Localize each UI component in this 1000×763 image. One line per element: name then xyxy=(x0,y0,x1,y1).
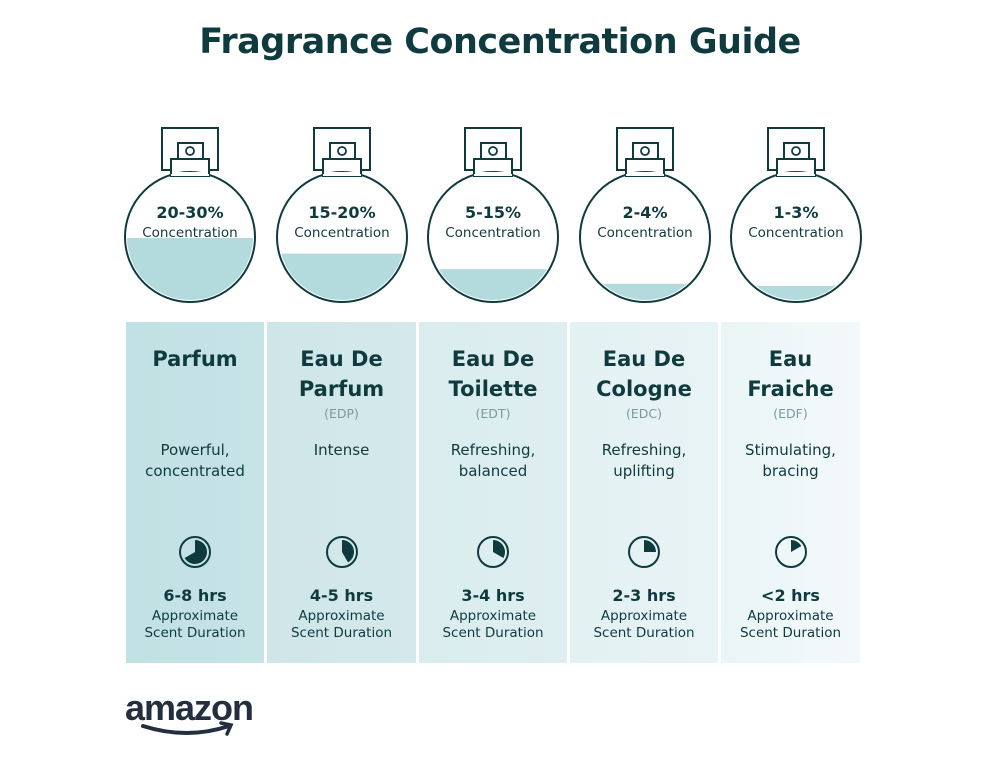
duration-label: Approximate Scent Duration xyxy=(267,608,416,642)
perfume-bottle-icon xyxy=(579,127,711,303)
scent-duration-word: Scent Duration xyxy=(739,625,842,641)
concentration-percent: 2-4% xyxy=(622,203,668,222)
perfume-bottle-icon xyxy=(124,127,256,303)
description: Stimulating, bracing xyxy=(721,440,860,482)
abbreviation: (EDT) xyxy=(475,406,511,421)
desc-line-2: uplifting xyxy=(613,462,675,480)
duration-hours: 6-8 hrs xyxy=(163,586,227,605)
approx-word: Approximate xyxy=(298,608,385,624)
concentration-percent: 5-15% xyxy=(464,203,522,222)
description: Refreshing, uplifting xyxy=(570,440,718,482)
perfume-bottle-icon xyxy=(276,127,408,303)
abbreviation: (EDC) xyxy=(625,406,662,421)
abbreviation: (EDP) xyxy=(324,406,359,421)
liquid-level xyxy=(279,253,405,300)
fragrance-type-panel: Parfum Powerful, concentrated 6-8 hrs App… xyxy=(126,322,264,663)
description: Refreshing, balanced xyxy=(419,440,567,482)
approx-word: Approximate xyxy=(151,608,239,624)
scent-duration-word: Scent Duration xyxy=(442,625,544,641)
desc-line-1: Stimulating, xyxy=(745,441,836,459)
duration-hours: 3-4 hrs xyxy=(461,586,525,605)
abbreviation: (EDF) xyxy=(773,406,808,421)
bottle-4: 1-3% Concentration xyxy=(721,125,871,307)
scent-duration-word: Scent Duration xyxy=(593,625,695,641)
clock-icon xyxy=(325,536,358,568)
name-line-1: Eau xyxy=(768,347,813,371)
concentration-label: Concentration xyxy=(445,225,541,241)
concentration-label: Concentration xyxy=(142,225,238,241)
clock-fill xyxy=(184,540,207,564)
clock-icon xyxy=(179,536,211,568)
desc-line-1: Refreshing, xyxy=(450,441,536,459)
duration-label: Approximate Scent Duration xyxy=(570,608,718,642)
description: Intense xyxy=(267,440,416,461)
desc-line-1: Intense xyxy=(313,441,370,459)
clock-icon xyxy=(477,536,509,568)
fragrance-name: Eau Fraiche xyxy=(721,344,860,404)
fragrance-type-panel: Eau De Cologne (EDC) Refreshing, uplifting… xyxy=(570,322,718,663)
concentration-percent: 20-30% xyxy=(156,203,224,222)
concentration-percent: 1-3% xyxy=(773,203,819,222)
duration-label: Approximate Scent Duration xyxy=(721,608,860,642)
clock-fill xyxy=(644,540,656,552)
scent-duration-word: Scent Duration xyxy=(144,625,246,641)
name-line-2: Fraiche xyxy=(747,377,834,401)
fragrance-type-panel: Eau De Toilette (EDT) Refreshing, balanced… xyxy=(419,322,567,663)
scent-duration-word: Scent Duration xyxy=(290,625,393,641)
perfume-bottle-icon xyxy=(730,127,862,303)
liquid-level xyxy=(127,238,253,300)
concentration-label: Concentration xyxy=(597,225,693,241)
description: Powerful, concentrated xyxy=(126,440,264,482)
duration-hours: 2-3 hrs xyxy=(612,586,676,605)
desc-line-2: balanced xyxy=(458,462,528,480)
duration-hours: <2 hrs xyxy=(761,586,820,605)
duration-label: Approximate Scent Duration xyxy=(126,608,264,642)
approx-word: Approximate xyxy=(449,608,537,624)
desc-line-2: concentrated xyxy=(145,462,245,480)
perfume-bottle-icon xyxy=(427,127,559,303)
amazon-logo: amazon xyxy=(125,687,260,742)
clock-icon xyxy=(774,536,807,568)
clock-icon xyxy=(628,536,660,568)
fragrance-name: Eau De Cologne xyxy=(570,344,718,404)
desc-line-2: bracing xyxy=(762,462,819,480)
duration-hours: 4-5 hrs xyxy=(309,586,374,605)
name-line-1: Eau De xyxy=(451,347,535,371)
desc-line-1: Refreshing, xyxy=(601,441,687,459)
approx-word: Approximate xyxy=(600,608,688,624)
name-line-2: Cologne xyxy=(596,377,692,401)
approx-word: Approximate xyxy=(747,608,834,624)
fragrance-type-panel: Eau Fraiche (EDF) Stimulating, bracing <2 … xyxy=(721,322,860,663)
fragrance-type-panel: Eau De Parfum (EDP) Intense 4-5 hrs Appro… xyxy=(267,322,416,663)
duration-label: Approximate Scent Duration xyxy=(419,608,567,642)
bottle-0: 20-30% Concentration xyxy=(115,125,265,307)
name-line-1: Eau De xyxy=(602,347,686,371)
clock-fill xyxy=(341,540,354,563)
name-line-1: Eau De xyxy=(300,347,383,371)
name-line-2: Parfum xyxy=(298,377,385,401)
desc-line-1: Powerful, xyxy=(160,441,230,459)
bottle-3: 2-4% Concentration xyxy=(570,125,720,307)
fragrance-name: Eau De Parfum xyxy=(267,344,416,404)
page-title: Fragrance Concentration Guide xyxy=(199,22,801,62)
svg-text:amazon: amazon xyxy=(125,688,253,728)
clock-fill xyxy=(493,540,505,558)
concentration-percent: 15-20% xyxy=(308,203,376,222)
clock-fill xyxy=(790,540,801,552)
fragrance-name: Parfum xyxy=(126,344,264,374)
concentration-label: Concentration xyxy=(748,225,844,241)
bottle-2: 5-15% Concentration xyxy=(418,125,568,307)
liquid-level xyxy=(582,283,708,300)
fragrance-name: Eau De Toilette xyxy=(419,344,567,404)
bottle-1: 15-20% Concentration xyxy=(267,125,417,307)
name-line-2: Toilette xyxy=(448,377,538,401)
name-line-1: Parfum xyxy=(152,347,238,371)
liquid-level xyxy=(733,285,859,300)
concentration-label: Concentration xyxy=(294,225,390,241)
